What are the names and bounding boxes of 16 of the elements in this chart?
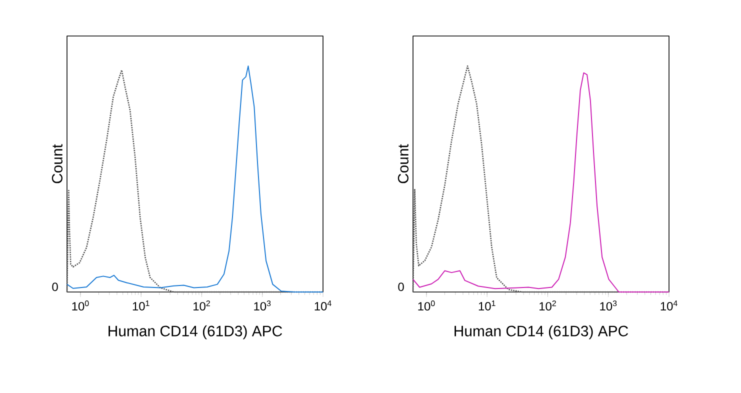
y-axis-title: Count — [398, 144, 408, 184]
x-axis-title: Human CD14 (61D3) APC — [108, 325, 282, 340]
x-tick-label: 10$^{2}$ — [540, 300, 556, 311]
x-tick-label: 10$^{3}$ — [254, 300, 271, 311]
x-tick-label: 10$^{0}$ — [418, 300, 435, 311]
x-tick-label: 10$^{0}$ — [72, 300, 89, 311]
x-tick-label: 10$^{1}$ — [478, 300, 496, 310]
x-axis-title: Human CD14 (61D3) APC — [454, 325, 628, 340]
x-tick-label: 10$^{4}$ — [314, 300, 332, 310]
x-tick-label: 10$^{1}$ — [132, 300, 150, 310]
x-tick-label: 10$^{2}$ — [194, 300, 210, 311]
text: 0 — [52, 282, 58, 292]
y-axis-title: Count — [52, 144, 62, 184]
x-tick-label: 10$^{4}$ — [660, 300, 678, 310]
text: 0 — [398, 282, 404, 292]
x-tick-label: 10$^{3}$ — [600, 300, 617, 311]
